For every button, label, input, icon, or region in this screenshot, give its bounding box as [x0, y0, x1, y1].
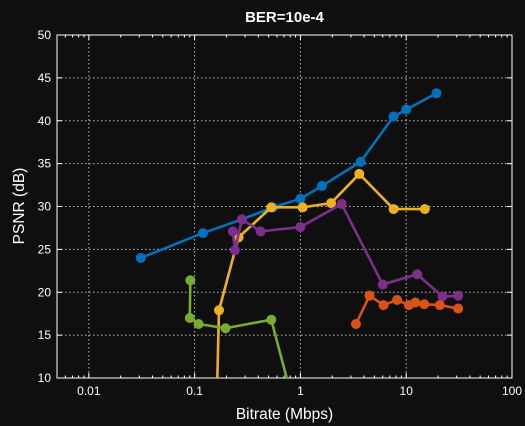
- data-point: [185, 275, 196, 286]
- data-point: [184, 312, 195, 323]
- series-line: [231, 202, 460, 298]
- y-tick-label: 45: [38, 71, 52, 85]
- data-point: [354, 168, 365, 179]
- data-point: [266, 314, 277, 325]
- data-point: [419, 204, 430, 215]
- data-point: [378, 300, 389, 311]
- data-point: [453, 290, 464, 301]
- x-tick-label: 0.1: [186, 384, 203, 398]
- data-point: [295, 222, 306, 233]
- data-point: [419, 299, 430, 310]
- x-tick-label: 10: [400, 384, 414, 398]
- data-point: [388, 111, 399, 122]
- data-point: [220, 323, 231, 334]
- data-point: [410, 297, 421, 308]
- data-point: [214, 305, 225, 316]
- data-point: [350, 318, 361, 329]
- data-point: [336, 198, 347, 209]
- data-point: [317, 180, 328, 191]
- data-point: [355, 156, 366, 167]
- series-3: [227, 198, 464, 302]
- data-point: [295, 193, 306, 204]
- data-point: [227, 226, 238, 237]
- data-point: [229, 245, 240, 256]
- y-tick-label: 40: [38, 114, 52, 128]
- data-point: [364, 290, 375, 301]
- data-point: [434, 300, 445, 311]
- data-point: [297, 202, 308, 213]
- data-point: [401, 104, 412, 115]
- series-line: [188, 278, 289, 378]
- data-point: [431, 88, 442, 99]
- data-point: [437, 291, 448, 302]
- y-tick-label: 15: [38, 328, 52, 342]
- y-tick-label: 35: [38, 157, 52, 171]
- y-tick-label: 10: [38, 371, 52, 385]
- data-point: [453, 303, 464, 314]
- y-axis-label: PSNR (dB): [11, 168, 28, 245]
- y-tick-label: 50: [38, 28, 52, 42]
- data-point: [377, 279, 388, 290]
- data-point: [193, 318, 204, 329]
- series-line: [139, 92, 438, 260]
- y-tick-label: 20: [38, 285, 52, 299]
- data-point: [388, 204, 399, 215]
- data-point: [392, 294, 403, 305]
- series-4: [350, 290, 464, 329]
- x-axis-label: Bitrate (Mbps): [236, 406, 333, 423]
- data-point: [135, 252, 146, 263]
- y-tick-label: 30: [38, 200, 52, 214]
- data-point: [198, 228, 209, 239]
- data-point: [326, 198, 337, 209]
- plot-area: 0.01 0.1 1 10 100 10 15 20 25 30 35 40 45 50: [38, 28, 523, 398]
- series-5: [184, 275, 289, 378]
- data-point: [236, 214, 247, 225]
- data-point: [255, 226, 266, 237]
- data-point: [266, 202, 277, 213]
- data-point: [412, 269, 423, 280]
- x-tick-label: 100: [502, 384, 522, 398]
- series-layer: [135, 88, 464, 378]
- y-tick-label: 25: [38, 242, 52, 256]
- x-tick-label: 1: [297, 384, 304, 398]
- chart-title: BER=10e-4: [245, 9, 324, 26]
- x-tick-label: 0.01: [77, 384, 101, 398]
